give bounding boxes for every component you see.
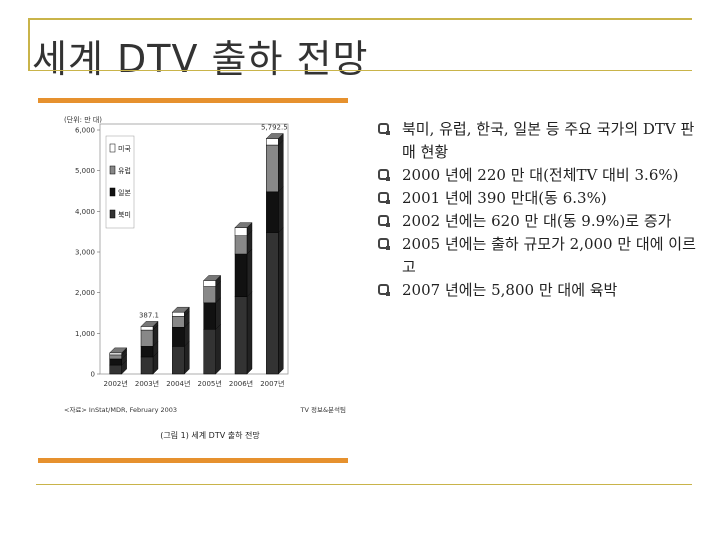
bar-segment <box>234 227 248 236</box>
bar-segment <box>172 311 185 317</box>
unit-label: (단위: 만 대) <box>64 115 102 124</box>
y-tick-label: 0 <box>91 371 95 379</box>
y-tick-label: 4,000 <box>75 208 95 216</box>
y-tick-label: 2,000 <box>75 289 95 297</box>
title-underline <box>28 70 692 71</box>
bar-segment <box>109 364 122 375</box>
checkbox-bullet-icon <box>378 215 390 227</box>
bar-top <box>265 133 284 139</box>
bar-segment <box>140 326 154 331</box>
bar-segment <box>203 280 216 287</box>
x-tick-label: 2005년 <box>198 379 222 388</box>
slide-title: 세계 DTV 출하 전망 <box>32 37 369 81</box>
bar-segment <box>140 329 154 347</box>
bar-segment <box>203 302 216 330</box>
x-tick-label: 2004년 <box>166 379 190 388</box>
data-label: 387.1 <box>139 311 159 319</box>
bullet-list: 북미, 유럽, 한국, 일본 등 주요 국가의 DTV 판매 현황 2000 년… <box>378 118 698 302</box>
bullet-item: 2007 년에는 5,800 만 대에 육박 <box>378 279 698 302</box>
bar-segment <box>172 346 185 375</box>
figure-bottom-bar <box>38 458 348 463</box>
bar-segment <box>203 286 216 304</box>
bar-side <box>278 226 284 375</box>
bar-segment <box>172 326 185 347</box>
x-tick-label: 2006년 <box>229 379 253 388</box>
bar-top <box>140 321 159 327</box>
bar-segment <box>266 191 279 233</box>
title-left-rule <box>28 18 30 70</box>
legend-label: 미국 <box>118 144 131 153</box>
bar-side <box>278 186 284 233</box>
bar-side <box>246 291 253 375</box>
bar-segment <box>203 329 216 375</box>
credit-note: TV 정보&분석팀 <box>300 405 346 414</box>
figure-caption: (그림 1) 세계 DTV 출하 전망 <box>160 430 260 440</box>
bar-segment <box>172 316 185 328</box>
bar-segment <box>109 352 122 356</box>
y-tick-label: 3,000 <box>75 249 95 257</box>
checkbox-bullet-icon <box>378 192 390 204</box>
bar-segment <box>109 354 122 360</box>
legend-swatch <box>109 165 116 175</box>
legend-label: 북미 <box>118 210 131 219</box>
legend-swatch <box>109 187 116 197</box>
bar-segment <box>140 356 154 375</box>
x-tick-label: 2002년 <box>104 379 128 388</box>
figure-top-bar <box>38 98 348 103</box>
bar-segment <box>266 138 279 146</box>
bar-segment <box>234 296 248 375</box>
legend-swatch <box>109 143 116 153</box>
bar-side <box>215 297 221 330</box>
y-tick-label: 5,000 <box>75 167 95 175</box>
chart-figure: 0 1,000 2,000 3,000 4,000 5,000 6,000 2002년 200… <box>60 112 350 450</box>
data-label: 5,792.5 <box>261 124 288 132</box>
bar-segment <box>266 144 279 193</box>
bar-segment <box>234 235 248 255</box>
bullet-item: 북미, 유럽, 한국, 일본 등 주요 국가의 DTV 판매 현황 <box>378 118 698 164</box>
bar-segment <box>109 358 122 366</box>
source-note: <자료> InStat/MDR, February 2003 <box>64 405 177 414</box>
title-top-rule <box>28 18 692 20</box>
bar-segment <box>234 253 248 297</box>
checkbox-bullet-icon <box>378 123 390 135</box>
stacked-bar-chart: 0 1,000 2,000 3,000 4,000 5,000 6,000 2002년 200… <box>64 115 346 440</box>
bullet-item: 2002 년에는 620 만 대(동 9.9%)로 증가 <box>378 210 698 233</box>
legend-label: 유럽 <box>118 166 131 175</box>
legend-swatch <box>109 209 116 219</box>
bar-segment <box>140 346 154 358</box>
bar-side <box>215 323 221 375</box>
y-tick-label: 6,000 <box>75 127 95 135</box>
bullet-item: 2005 년에는 출하 규모가 2,000 만 대에 이르고 <box>378 233 698 279</box>
bar-top <box>171 306 190 313</box>
bar-side <box>278 139 284 193</box>
bullet-item: 2000 년에 220 만 대(전체TV 대비 3.6%) <box>378 164 698 187</box>
y-tick-label: 1,000 <box>75 330 95 338</box>
bar-side <box>184 340 190 375</box>
x-tick-label: 2003년 <box>135 379 159 388</box>
bar-segment <box>266 232 279 375</box>
checkbox-bullet-icon <box>378 284 390 296</box>
bar-top <box>234 222 253 228</box>
bar-side <box>246 248 253 298</box>
bar-top <box>203 275 222 281</box>
legend-label: 일본 <box>118 188 131 197</box>
bullet-item: 2001 년에 390 만대(동 6.3%) <box>378 187 698 210</box>
bar-top <box>109 347 128 354</box>
checkbox-bullet-icon <box>378 238 390 250</box>
checkbox-bullet-icon <box>378 169 390 181</box>
x-tick-label: 2007년 <box>260 379 284 388</box>
footer-rule <box>36 484 692 485</box>
